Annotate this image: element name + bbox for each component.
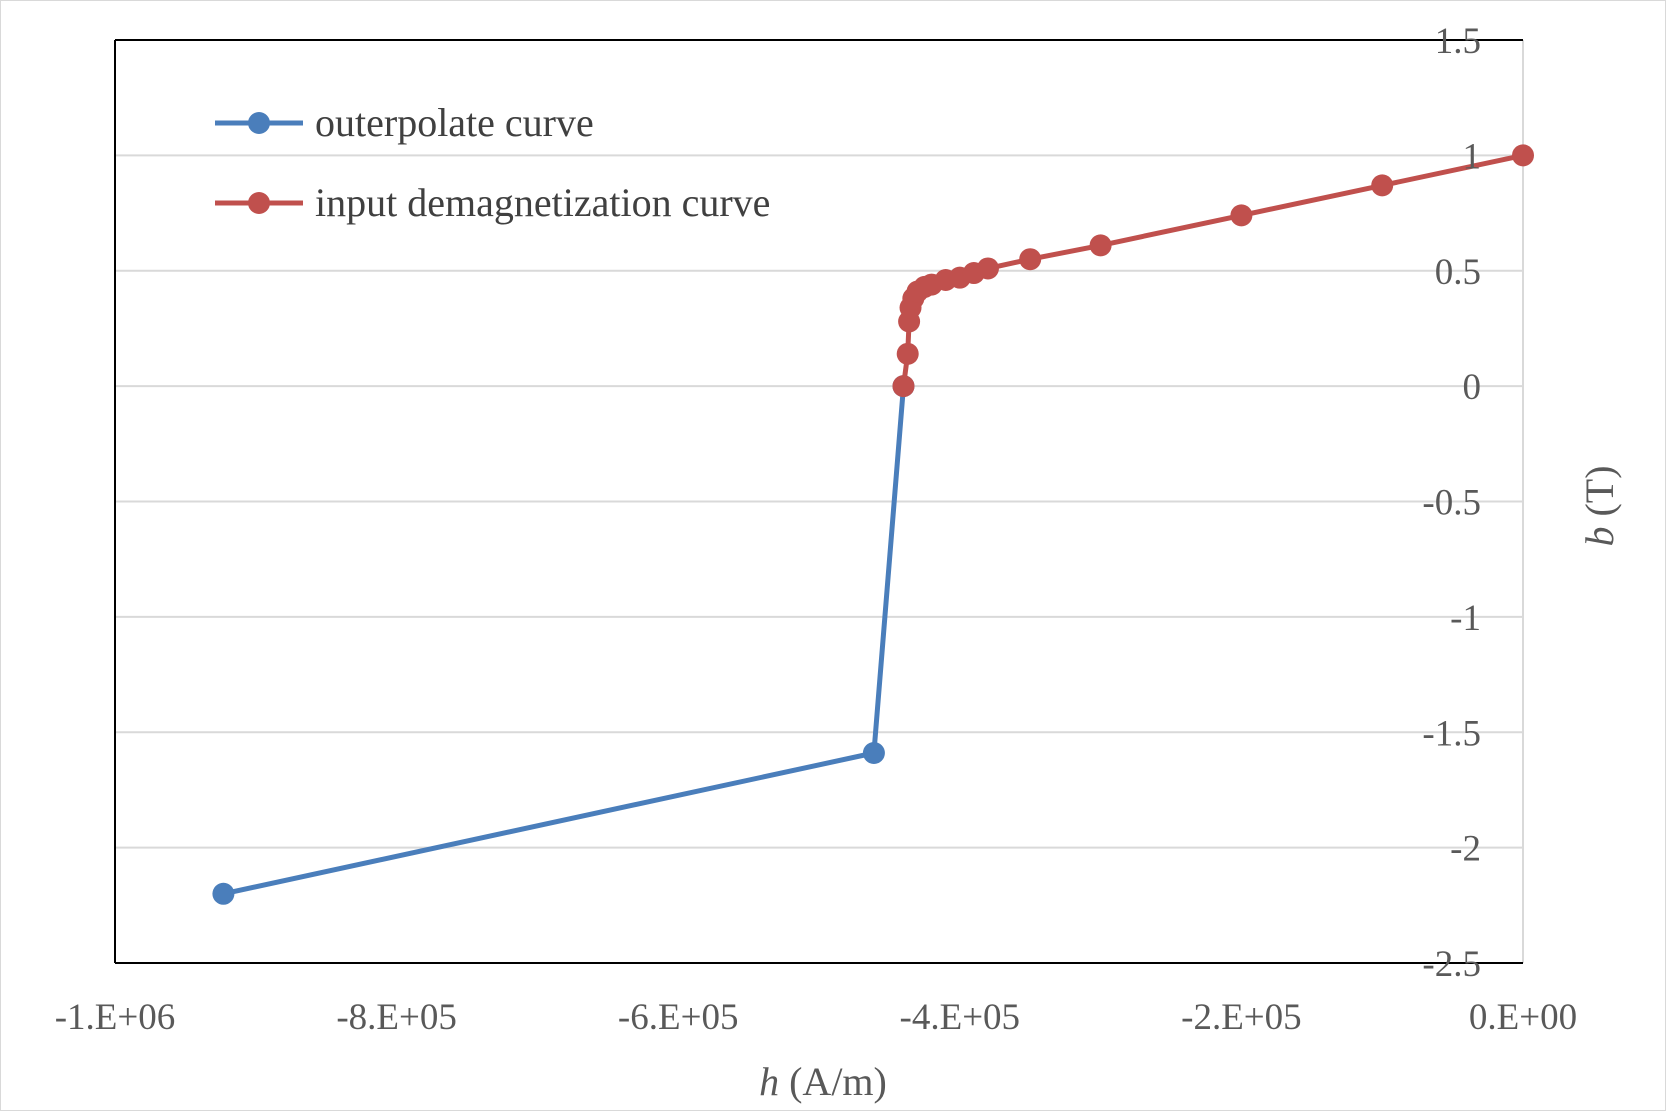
- series-0: [212, 375, 915, 905]
- x-axis-title: h (A/m): [759, 1059, 887, 1104]
- gridlines: [115, 154, 1523, 849]
- legend-entry: input demagnetization curve: [215, 180, 770, 225]
- tick-labels: 1.5 1 0.5 0 -0.5 -1 -1.5 -2 -2.5 -1.E+06 -8.E+05 -6…: [55, 21, 1577, 1038]
- axes: [114, 39, 1524, 964]
- series-1: [892, 144, 1534, 398]
- data-point: [896, 342, 919, 365]
- y-tick-label: -2: [1450, 829, 1481, 870]
- y-tick-label: -1: [1450, 598, 1481, 639]
- legend-entry: outerpolate curve: [215, 100, 594, 145]
- y-tick-label: -0.5: [1422, 483, 1481, 524]
- x-tick-label: -6.E+05: [618, 997, 739, 1038]
- data-point: [1512, 144, 1534, 167]
- x-tick-label: -1.E+06: [55, 997, 176, 1038]
- x-tick-label: -4.E+05: [900, 997, 1021, 1038]
- data-point: [1371, 174, 1394, 197]
- legend-label: input demagnetization curve: [315, 180, 770, 225]
- data-point: [976, 257, 999, 280]
- x-tick-label: 0.E+00: [1469, 997, 1577, 1038]
- x-axis-unit: (A/m): [779, 1059, 887, 1104]
- series-line: [222, 385, 906, 897]
- y-tick-label: 0: [1463, 367, 1482, 408]
- x-axis-variable: h: [759, 1059, 779, 1104]
- data-point: [1019, 248, 1042, 271]
- y-axis-title: b (T): [1577, 465, 1622, 546]
- data-point: [212, 882, 235, 905]
- y-tick-label: -2.5: [1422, 944, 1481, 985]
- y-tick-label: 1.5: [1435, 21, 1481, 62]
- data-point: [1230, 204, 1253, 227]
- legend: outerpolate curve input demagnetization c…: [215, 100, 770, 225]
- y-tick-label: 1: [1463, 136, 1482, 177]
- y-tick-label: -1.5: [1422, 713, 1481, 754]
- legend-marker: [248, 192, 270, 214]
- legend-marker: [248, 112, 270, 134]
- series-layer: [212, 144, 1534, 905]
- y-axis-variable: b: [1577, 527, 1622, 547]
- data-point: [862, 742, 885, 765]
- y-axis-unit: (T): [1577, 465, 1622, 526]
- x-tick-label: -2.E+05: [1181, 997, 1302, 1038]
- data-point: [1089, 234, 1112, 257]
- x-tick-label: -8.E+05: [336, 997, 457, 1038]
- legend-label: outerpolate curve: [315, 100, 594, 145]
- data-point: [892, 375, 915, 398]
- y-tick-label: 0.5: [1435, 252, 1481, 293]
